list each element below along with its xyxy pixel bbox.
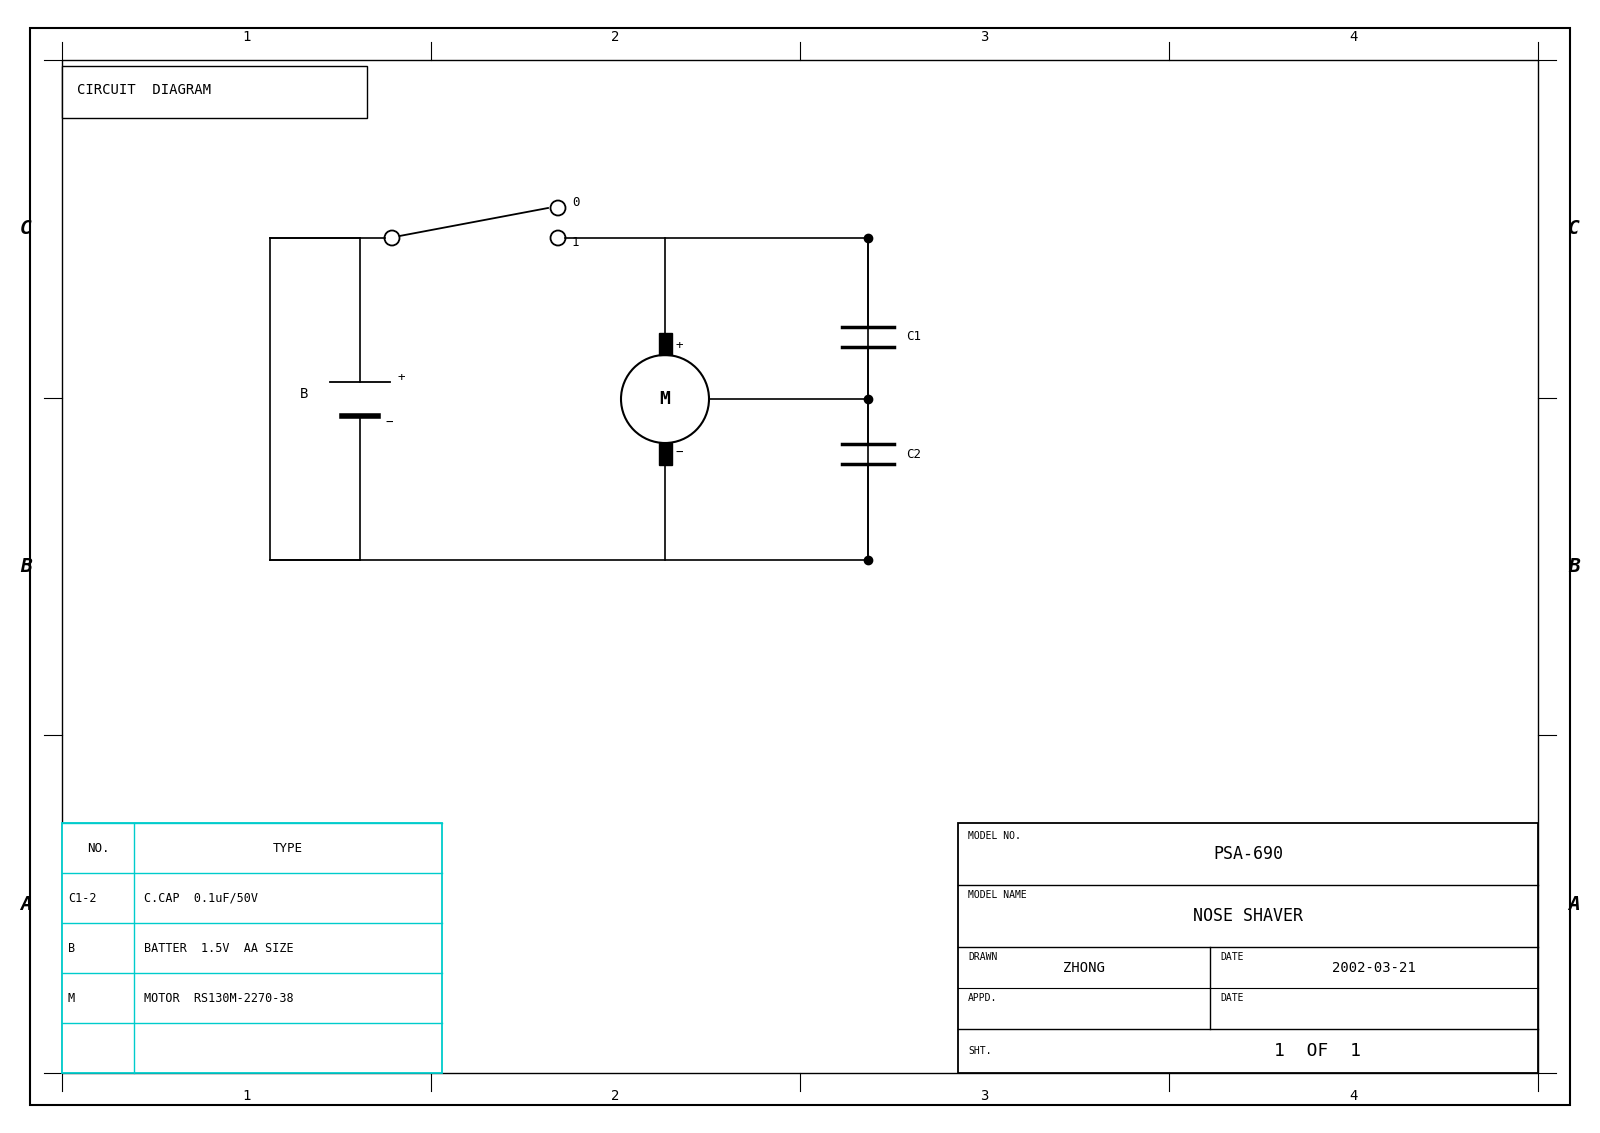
- Text: B: B: [21, 557, 32, 576]
- Text: 3: 3: [981, 29, 989, 44]
- Text: APPD.: APPD.: [968, 993, 997, 1003]
- Text: SHT.: SHT.: [968, 1046, 992, 1056]
- Text: M: M: [67, 991, 75, 1005]
- Text: 2: 2: [611, 1089, 619, 1104]
- Text: 4: 4: [1349, 1089, 1358, 1104]
- Text: A: A: [21, 895, 32, 913]
- Text: +: +: [675, 339, 683, 352]
- Bar: [958, 823, 1538, 1073]
- Text: CIRCUIT  DIAGRAM: CIRCUIT DIAGRAM: [77, 83, 211, 97]
- Bar: [62, 66, 366, 118]
- Text: A: A: [1568, 895, 1579, 913]
- Text: 1: 1: [573, 236, 579, 248]
- Text: −: −: [675, 446, 683, 459]
- Text: MODEL NO.: MODEL NO.: [968, 830, 1021, 841]
- Text: 2002-03-21: 2002-03-21: [1333, 961, 1416, 974]
- Text: M: M: [659, 390, 670, 408]
- Text: 4: 4: [1349, 29, 1358, 44]
- Text: C1-2: C1-2: [67, 892, 96, 904]
- Text: 1  OF  1: 1 OF 1: [1274, 1042, 1362, 1060]
- Text: 2: 2: [611, 29, 619, 44]
- Text: C: C: [1568, 220, 1579, 238]
- Text: C: C: [21, 220, 32, 238]
- Text: B: B: [67, 942, 75, 954]
- Text: −: −: [386, 416, 392, 428]
- Text: TYPE: TYPE: [274, 842, 302, 854]
- Text: DATE: DATE: [1221, 952, 1243, 962]
- Text: 1: 1: [242, 1089, 251, 1104]
- Text: C.CAP  0.1uF/50V: C.CAP 0.1uF/50V: [144, 892, 258, 904]
- Text: DATE: DATE: [1221, 993, 1243, 1003]
- Bar: [62, 60, 1538, 1073]
- Bar: [659, 333, 672, 355]
- Text: MODEL NAME: MODEL NAME: [968, 891, 1027, 900]
- Bar: [659, 443, 672, 465]
- Text: MOTOR  RS130M-2270-38: MOTOR RS130M-2270-38: [144, 991, 294, 1005]
- Text: +: +: [398, 372, 405, 384]
- Text: NO.: NO.: [86, 842, 109, 854]
- Text: 0: 0: [573, 196, 579, 210]
- Text: B: B: [299, 387, 307, 401]
- Text: 1: 1: [242, 29, 251, 44]
- Text: BATTER  1.5V  AA SIZE: BATTER 1.5V AA SIZE: [144, 942, 294, 954]
- Text: 3: 3: [981, 1089, 989, 1104]
- Text: C1: C1: [906, 331, 922, 343]
- Text: B: B: [1568, 557, 1579, 576]
- Text: NOSE SHAVER: NOSE SHAVER: [1194, 908, 1302, 925]
- Text: PSA-690: PSA-690: [1213, 845, 1283, 863]
- Text: DRAWN: DRAWN: [968, 952, 997, 962]
- Bar: [62, 823, 442, 1073]
- Text: ZHONG: ZHONG: [1064, 961, 1106, 974]
- Text: C2: C2: [906, 448, 922, 460]
